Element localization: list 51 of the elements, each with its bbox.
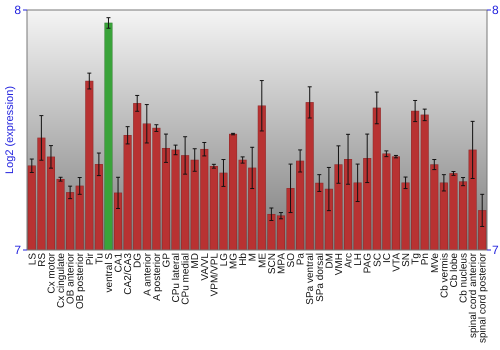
y-axis-title: Log2 (expression) — [4, 86, 16, 174]
x-tick-label: ME — [257, 252, 268, 268]
x-tick-label: ventral S — [104, 252, 115, 292]
x-tick-label: LS — [27, 252, 38, 266]
x-tick-label: SCN — [266, 253, 278, 274]
x-tick-label: CPu medial — [180, 253, 192, 305]
x-tick-label: Tu — [94, 253, 106, 264]
y2-tick-label: 7 — [492, 243, 499, 258]
x-tick-label: CPu lateral — [171, 253, 182, 302]
x-tick-label: SPa dorsal — [314, 253, 326, 302]
x-tick-label: MVe — [430, 252, 441, 274]
x-tick-label: SO — [286, 252, 298, 268]
x-tick-label: Cx cingulate — [56, 252, 68, 308]
x-tick-label: Cb vermis — [439, 253, 450, 298]
x-tick-label: IC — [382, 253, 393, 263]
x-tick-label: A posterior — [152, 252, 163, 301]
x-tick-label: MD — [190, 253, 202, 269]
x-tick-label: Pir — [84, 252, 96, 266]
x-tick-label: A anterior — [142, 252, 154, 296]
x-tick-label: M — [248, 253, 259, 262]
x-tick-label: VA/VL — [200, 252, 211, 281]
x-tick-label: LH — [353, 253, 364, 266]
x-tick-label: DM — [324, 253, 336, 269]
x-tick-label: SPa ventral — [305, 253, 316, 305]
x-tick-label: MG — [228, 252, 240, 270]
x-tick-label: DG — [132, 252, 144, 268]
x-tick-label: spinal cord posterior — [478, 252, 489, 344]
x-tick-label: Tg — [410, 253, 422, 265]
x-tick-label: spinal cord anterior — [468, 252, 480, 338]
x-tick-label: RS — [36, 252, 48, 267]
x-tick-label: OB anterior — [66, 252, 77, 304]
x-tick-label: Cb nucleus — [458, 253, 470, 304]
x-tick-label: SC — [372, 253, 384, 267]
x-tick-label: VPM/VPL — [209, 252, 220, 296]
x-tick-label: VMH — [334, 253, 345, 276]
x-tick-label: SN — [401, 253, 412, 267]
x-tick-label: CA1 — [114, 252, 125, 272]
x-tick-label: Cb lobe — [448, 252, 460, 288]
x-tick-label: LG — [218, 252, 230, 266]
x-tick-label: MPA — [276, 252, 288, 274]
x-tick-label: CA2/CA3 — [123, 252, 134, 295]
x-tick-label: GP — [161, 252, 172, 268]
x-tick-label: Cx motor — [46, 252, 58, 294]
x-tick-label: Arc — [344, 253, 355, 268]
x-tick-label: OB posterior — [75, 252, 86, 310]
y2-tick-label: 8 — [492, 3, 499, 18]
x-tick-label: Pa — [296, 252, 307, 266]
x-tick-label: PAG — [362, 252, 374, 274]
x-tick-label: Pn — [420, 253, 432, 266]
x-tick-label: VTA — [391, 252, 402, 272]
x-tick-label: Hb — [238, 252, 250, 266]
